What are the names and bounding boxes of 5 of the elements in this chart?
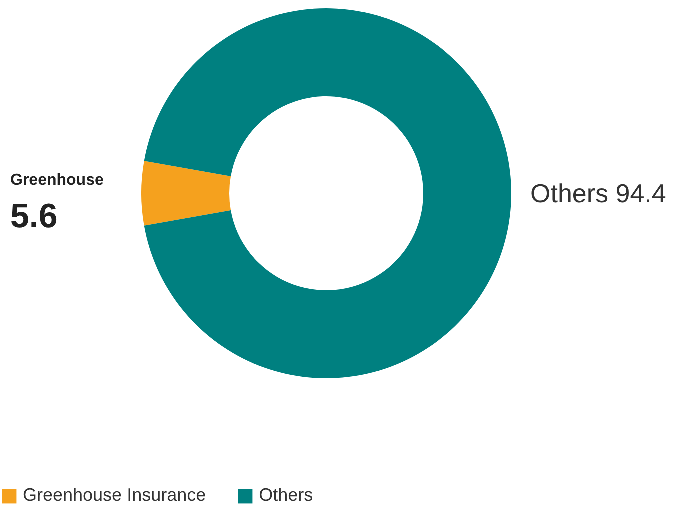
- text: Others 94.4: [530, 178, 666, 208]
- legend-label: Others: [259, 485, 314, 506]
- data-label: 5.6: [10, 198, 58, 236]
- legend-label: Greenhouse Insurance: [23, 485, 206, 506]
- text: Greenhouse: [10, 172, 104, 189]
